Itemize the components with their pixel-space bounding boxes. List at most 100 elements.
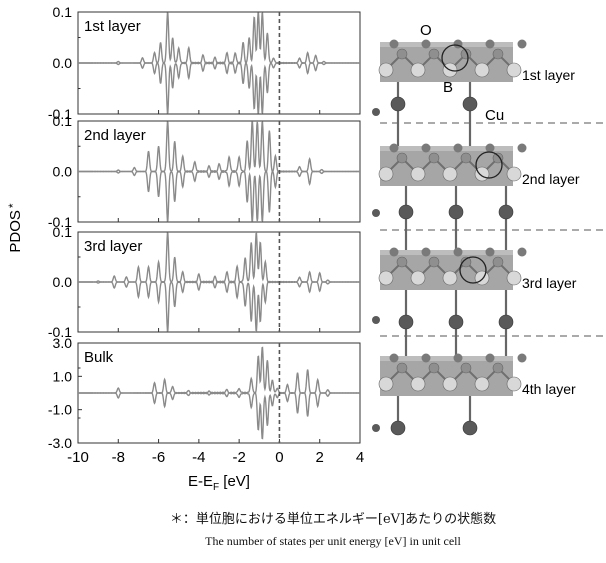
b-atom <box>442 376 458 392</box>
o-atom-top <box>389 353 399 363</box>
o-atom-top <box>389 247 399 257</box>
b-atom <box>474 376 490 392</box>
x-tick-label: 4 <box>356 449 364 466</box>
x-tick-label: -10 <box>67 449 89 466</box>
b-atom <box>378 166 394 182</box>
cu-atom-edge <box>372 316 380 324</box>
cu-atom <box>462 420 478 436</box>
layer-label: 2nd layer <box>522 171 580 187</box>
x-tick-label: 2 <box>316 449 324 466</box>
layer-label: 4th layer <box>522 381 576 397</box>
cu-atom <box>398 314 414 330</box>
o-atom <box>428 152 440 164</box>
o-atom <box>460 362 472 374</box>
y-axis-label: PDOS* <box>6 203 24 253</box>
o-atom-top <box>421 39 431 49</box>
panel-2: 0.1 0.0 -0.1 2nd layer <box>48 113 361 230</box>
y-tick-label: -3.0 <box>48 435 72 451</box>
o-atom <box>396 256 408 268</box>
highlight-circle <box>475 151 503 179</box>
cu-atom-edge <box>372 424 380 432</box>
y-tick-label: -0.1 <box>48 324 72 340</box>
panel-name: 3rd layer <box>84 238 142 255</box>
y-tick-label: -0.1 <box>48 214 72 230</box>
o-atom <box>428 256 440 268</box>
layer-slab-3: 3rd layer <box>378 247 577 291</box>
o-atom-top <box>421 353 431 363</box>
b-atom <box>410 270 426 286</box>
b-atom <box>442 166 458 182</box>
layer-label: 3rd layer <box>522 275 577 291</box>
slab-top-edge <box>380 250 513 255</box>
panel-name: Bulk <box>84 349 114 366</box>
b-atom <box>474 62 490 78</box>
x-tick-label: -6 <box>152 449 165 466</box>
footnote-japanese: ＊：単位胞における単位エネルギー[eV]あたりの状態数 <box>0 508 606 527</box>
cu-atom-edge <box>372 209 380 217</box>
o-atom <box>492 48 504 60</box>
atom-label-b: B <box>443 79 453 96</box>
o-atom-top <box>517 247 527 257</box>
o-atom <box>492 152 504 164</box>
o-atom-top <box>485 39 495 49</box>
y-tick-label: 0.1 <box>53 224 73 240</box>
cu-atom <box>448 314 464 330</box>
o-atom <box>428 362 440 374</box>
o-atom <box>396 48 408 60</box>
atom-label-o: O <box>420 22 432 39</box>
o-atom <box>396 362 408 374</box>
panel-name: 1st layer <box>84 18 141 35</box>
spin-down-curve <box>78 61 361 114</box>
o-atom <box>460 256 472 268</box>
o-atom <box>492 362 504 374</box>
b-atom <box>506 270 522 286</box>
y-tick-label: -0.1 <box>48 106 72 122</box>
cu-atom <box>498 204 514 220</box>
slab-top-edge <box>380 146 513 151</box>
highlight-circle <box>441 44 469 72</box>
footnote-english: The number of states per unit energy [eV… <box>0 534 606 549</box>
o-atom-top <box>485 353 495 363</box>
spin-down-curve <box>78 170 361 222</box>
cu-atom <box>498 314 514 330</box>
b-atom <box>410 376 426 392</box>
o-atom <box>460 152 472 164</box>
o-atom-top <box>421 247 431 257</box>
y-tick-label: 0.0 <box>53 164 73 180</box>
y-tick-label: 0.1 <box>53 113 73 129</box>
y-tick-label: -1.0 <box>48 402 72 418</box>
b-atom <box>378 270 394 286</box>
y-tick-label: 3.0 <box>53 335 73 351</box>
cu-atom-edge <box>372 108 380 116</box>
o-atom-top <box>485 247 495 257</box>
panel-4: 3.0 1.0 -1.0 -3.0 Bulk <box>48 335 361 451</box>
layer-slab-1: 1st layer <box>378 39 575 83</box>
o-atom-top <box>453 247 463 257</box>
y-tick-label: 0.1 <box>53 4 73 20</box>
o-atom <box>396 152 408 164</box>
b-atom <box>506 376 522 392</box>
y-tick-label: 0.0 <box>53 274 73 290</box>
o-atom <box>492 256 504 268</box>
panel-1: 0.1 0.0 -0.1 1st layer <box>48 4 361 122</box>
o-atom-top <box>389 39 399 49</box>
cu-atom <box>390 420 406 436</box>
spin-up-curve <box>78 346 361 394</box>
x-tick-label: -2 <box>232 449 245 466</box>
o-atom-top <box>517 39 527 49</box>
o-atom-top <box>421 143 431 153</box>
panel-name: 2nd layer <box>84 127 146 144</box>
x-tick-label: -4 <box>192 449 205 466</box>
b-atom <box>378 62 394 78</box>
footnote-english-text: The number of states per unit energy [eV… <box>205 534 461 548</box>
o-atom-top <box>517 353 527 363</box>
cu-atom <box>398 204 414 220</box>
spin-down-curve <box>78 392 361 440</box>
b-atom <box>442 270 458 286</box>
x-axis-label: E-EF [eV] <box>188 473 250 493</box>
atom-label-cu: Cu <box>485 107 504 124</box>
b-atom <box>378 376 394 392</box>
slab-top-edge <box>380 356 513 361</box>
